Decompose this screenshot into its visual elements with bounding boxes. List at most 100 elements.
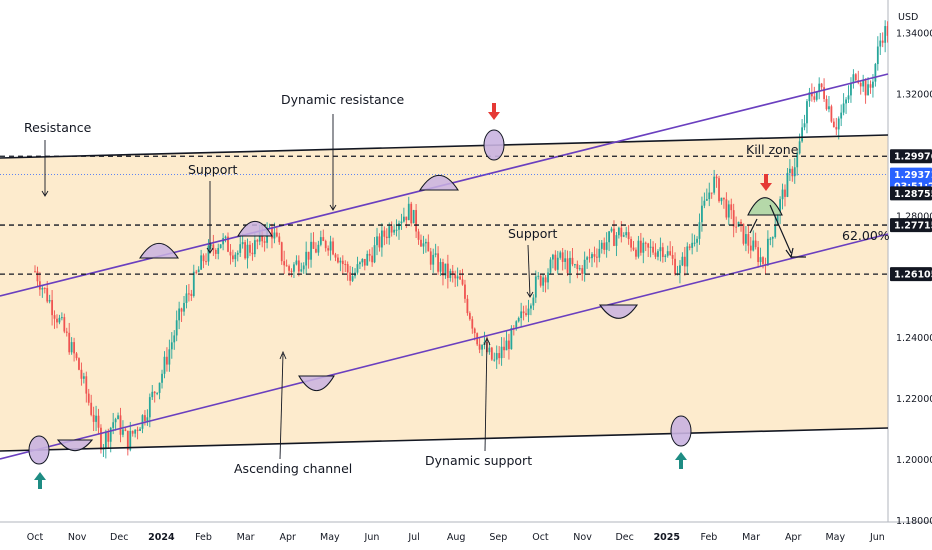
- candle-body: [498, 353, 501, 359]
- candle-body: [595, 256, 598, 258]
- candle-body: [390, 226, 393, 233]
- candle-body: [754, 240, 757, 248]
- candle-body: [527, 308, 530, 315]
- candle-body: [911, 65, 913, 74]
- candle-body: [312, 241, 315, 249]
- candle-body: [126, 430, 129, 450]
- candle-body: [652, 246, 654, 253]
- y-tick-label: 1.34000: [896, 29, 932, 40]
- candle-body: [776, 215, 779, 226]
- candle-body: [163, 356, 166, 374]
- candle-body: [263, 241, 266, 243]
- candle-body: [315, 248, 317, 253]
- bottom-highlight-circle: [670, 415, 692, 447]
- dynamic-support-leader: [484, 339, 488, 452]
- candle-body: [241, 242, 244, 245]
- candle-body: [251, 252, 254, 255]
- candle-body: [417, 231, 420, 240]
- candle-body: [239, 244, 242, 253]
- candle-body: [124, 429, 127, 431]
- support-bump-arc: [418, 174, 460, 191]
- candle-body: [493, 359, 496, 361]
- candle-body: [537, 275, 540, 277]
- candle-body: [835, 127, 838, 130]
- candle-body: [796, 153, 799, 168]
- candle-body: [872, 81, 874, 88]
- candle-body: [156, 392, 159, 394]
- candle-body: [80, 369, 83, 379]
- candle-body: [542, 277, 545, 286]
- candle-body: [134, 429, 137, 434]
- candle-body: [508, 340, 510, 350]
- candle-body: [68, 332, 71, 353]
- candle-body: [647, 243, 650, 248]
- candle-body: [227, 236, 229, 252]
- support-leader-left-head: [206, 247, 214, 254]
- candle-body: [371, 255, 374, 263]
- candle-body: [95, 415, 97, 422]
- candle-body: [698, 222, 701, 239]
- candle-body: [769, 238, 772, 240]
- candle-body: [918, 108, 920, 117]
- candle-body: [664, 255, 667, 257]
- candle-body: [727, 204, 730, 218]
- candle-body: [161, 373, 163, 383]
- candle-body: [100, 427, 102, 450]
- dynamic-resistance-label: Dynamic resistance: [281, 92, 405, 107]
- candle-body: [798, 141, 801, 154]
- resistance-leader-head: [41, 190, 49, 197]
- dynamic-resistance-leader-head: [329, 204, 337, 211]
- candle-body: [620, 227, 623, 237]
- candle-body: [679, 265, 681, 274]
- candle-body: [393, 229, 396, 233]
- candle-body: [420, 239, 422, 247]
- candle-body: [234, 254, 237, 260]
- candle-body: [588, 257, 591, 259]
- candle-body: [285, 265, 288, 267]
- candle-body: [322, 237, 325, 241]
- candle-body: [539, 275, 542, 286]
- candle-body: [43, 287, 46, 289]
- candle-body: [894, 22, 896, 24]
- candle-body: [190, 293, 193, 296]
- candle-body: [356, 264, 359, 273]
- candle-body: [820, 83, 823, 88]
- candle-body: [339, 260, 342, 263]
- candle-body: [180, 308, 183, 312]
- candle-body: [556, 257, 559, 270]
- candle-body: [534, 276, 537, 298]
- candle-body: [146, 417, 149, 422]
- candle-body: [346, 264, 349, 273]
- candle-body: [36, 271, 39, 282]
- candle-body: [317, 244, 320, 253]
- candle-body: [928, 111, 930, 123]
- candle-body: [405, 216, 408, 221]
- candle-body: [505, 340, 508, 351]
- candle-body: [337, 257, 339, 263]
- candle-body: [630, 239, 632, 248]
- candle-body: [806, 101, 808, 124]
- candle-body: [437, 253, 439, 272]
- support-label-left: Support: [188, 162, 238, 177]
- top-highlight-circle: [483, 129, 505, 161]
- candle-body: [329, 241, 332, 251]
- candle-body: [708, 192, 711, 200]
- candle-body: [488, 347, 491, 353]
- candle-body: [214, 249, 217, 254]
- candle-body: [366, 253, 369, 266]
- candle-body: [166, 356, 168, 365]
- candle-body: [830, 106, 833, 122]
- price-tag: [890, 218, 932, 233]
- candle-body: [444, 263, 447, 276]
- candle-body: [747, 234, 750, 246]
- candle-body: [229, 251, 232, 256]
- candle-body: [852, 74, 855, 84]
- candle-body: [363, 258, 366, 266]
- y-tick-label: 1.22000: [896, 394, 932, 405]
- candle-body: [158, 382, 161, 393]
- candle-body: [107, 432, 110, 442]
- x-tick-label: Feb: [701, 532, 718, 543]
- candle-body: [148, 397, 151, 418]
